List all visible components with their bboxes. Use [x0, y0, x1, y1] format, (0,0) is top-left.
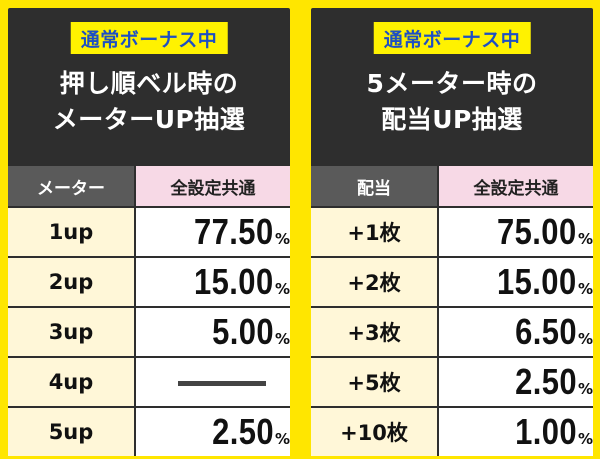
- percent-unit: %: [274, 230, 290, 248]
- row-value: 15.00%: [439, 256, 593, 306]
- heading-line-2: メーターUP抽選: [52, 105, 246, 134]
- percent-unit: %: [274, 430, 290, 448]
- heading-line-2: 配当UP抽選: [381, 105, 523, 134]
- column-header-meter: メーター: [8, 166, 136, 206]
- row-value: 15.00%: [136, 256, 290, 306]
- value-number: 2.50: [514, 361, 577, 402]
- table-row: 3up 5.00%: [8, 306, 290, 356]
- row-label: 5up: [8, 406, 136, 456]
- value-number: 5.00: [211, 311, 274, 352]
- table-header-row: 配当 全設定共通: [311, 166, 593, 206]
- panel-payout-up: 通常ボーナス中 5メーター時の 配当UP抽選 配当 全設定共通 +1枚 75.0…: [311, 8, 593, 456]
- percent-unit: %: [577, 380, 593, 398]
- value-number: 2.50: [211, 411, 274, 452]
- row-value: 2.50%: [439, 356, 593, 406]
- value-number: 6.50: [514, 311, 577, 352]
- table-row: 5up 2.50%: [8, 406, 290, 456]
- percent-unit: %: [577, 230, 593, 248]
- percent-unit: %: [274, 330, 290, 348]
- row-label: +10枚: [311, 406, 439, 456]
- row-value: 6.50%: [439, 306, 593, 356]
- percent-unit: %: [577, 330, 593, 348]
- column-header-all-settings: 全設定共通: [136, 166, 290, 206]
- mode-badge: 通常ボーナス中: [373, 22, 531, 54]
- payout-up-table: 配当 全設定共通 +1枚 75.00% +2枚 15.00% +3枚 6.50%…: [311, 166, 593, 456]
- row-label: +3枚: [311, 306, 439, 356]
- row-value: 5.00%: [136, 306, 290, 356]
- table-header-row: メーター 全設定共通: [8, 166, 290, 206]
- table-row: 2up 15.00%: [8, 256, 290, 306]
- table-row: +2枚 15.00%: [311, 256, 593, 306]
- value-number: 77.50: [194, 211, 274, 252]
- heading-line-1: 押し順ベル時の: [59, 69, 239, 98]
- column-header-all-settings: 全設定共通: [439, 166, 593, 206]
- table-row: +5枚 2.50%: [311, 356, 593, 406]
- table-row: +10枚 1.00%: [311, 406, 593, 456]
- panel-meter-up: 通常ボーナス中 押し順ベル時の メーターUP抽選 メーター 全設定共通 1up …: [8, 8, 290, 456]
- row-value: 75.00%: [439, 206, 593, 256]
- row-label: +5枚: [311, 356, 439, 406]
- row-value: 2.50%: [136, 406, 290, 456]
- row-value: 77.50%: [136, 206, 290, 256]
- not-applicable-dash: [178, 380, 266, 386]
- row-value: [136, 356, 290, 406]
- meter-up-table: メーター 全設定共通 1up 77.50% 2up 15.00% 3up 5.0…: [8, 166, 290, 456]
- table-row: +1枚 75.00%: [311, 206, 593, 256]
- value-number: 75.00: [497, 211, 577, 252]
- row-label: +2枚: [311, 256, 439, 306]
- percent-unit: %: [577, 430, 593, 448]
- table-row: 1up 77.50%: [8, 206, 290, 256]
- row-label: +1枚: [311, 206, 439, 256]
- heading-line-1: 5メーター時の: [366, 69, 538, 98]
- value-number: 15.00: [194, 261, 274, 302]
- row-label: 2up: [8, 256, 136, 306]
- row-label: 3up: [8, 306, 136, 356]
- panel-heading: 5メーター時の 配当UP抽選: [311, 66, 593, 138]
- percent-unit: %: [577, 280, 593, 298]
- mode-badge: 通常ボーナス中: [70, 22, 228, 54]
- value-number: 1.00: [514, 411, 577, 452]
- row-value: 1.00%: [439, 406, 593, 456]
- value-number: 15.00: [497, 261, 577, 302]
- row-label: 1up: [8, 206, 136, 256]
- percent-unit: %: [274, 280, 290, 298]
- row-label: 4up: [8, 356, 136, 406]
- panel-heading: 押し順ベル時の メーターUP抽選: [8, 66, 290, 138]
- table-row: 4up: [8, 356, 290, 406]
- table-row: +3枚 6.50%: [311, 306, 593, 356]
- column-header-payout: 配当: [311, 166, 439, 206]
